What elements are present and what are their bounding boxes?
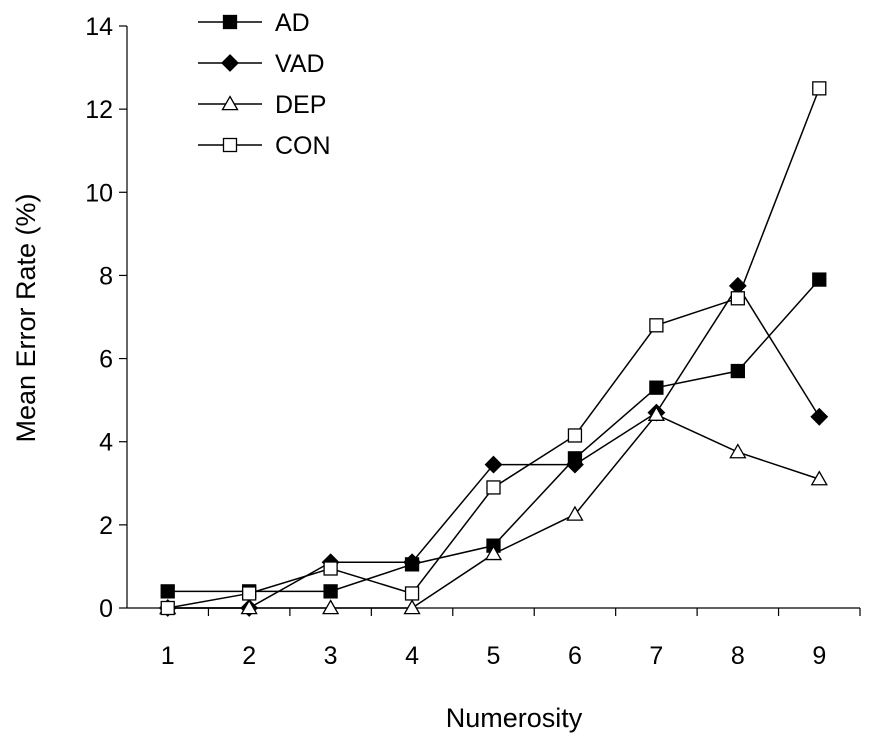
data-point-vad <box>810 407 829 426</box>
data-point-ad <box>323 584 338 599</box>
data-point-ad <box>160 584 175 599</box>
y-ticks: 0 2 4 6 8 10 12 14 <box>85 13 127 623</box>
data-point-vad <box>566 455 584 474</box>
series-con <box>160 81 827 616</box>
legend-marker <box>222 137 238 153</box>
legend-item-ad: AD <box>198 9 310 37</box>
x-tick-label: 6 <box>568 642 582 670</box>
x-axis-title: Numerosity <box>446 703 583 733</box>
data-point-ad <box>812 272 827 287</box>
y-tick-label: 2 <box>99 512 113 540</box>
series-layer <box>158 81 829 617</box>
x-tick-label: 8 <box>731 642 745 670</box>
y-tick-label: 8 <box>99 262 113 290</box>
y-tick-label: 10 <box>85 179 113 207</box>
legend-marker <box>222 14 238 30</box>
data-point-con <box>404 586 420 601</box>
x-tick-label: 9 <box>812 642 826 670</box>
legend-marker <box>221 54 239 72</box>
x-axis: 1 2 3 4 5 6 7 8 9 <box>127 607 861 670</box>
data-point-vad <box>484 455 503 474</box>
legend-item-vad: VAD <box>198 50 325 78</box>
data-point-con <box>242 586 257 601</box>
data-point-ad <box>730 363 745 379</box>
data-point-dep <box>647 405 666 421</box>
series-line-dep <box>167 413 820 609</box>
y-tick-label: 14 <box>85 13 113 41</box>
series-line-con <box>167 88 820 609</box>
data-point-con <box>649 318 664 333</box>
legend-label: VAD <box>275 50 325 78</box>
data-point-con <box>323 561 338 576</box>
legend-label: CON <box>275 132 331 160</box>
data-point-vad <box>403 553 421 572</box>
y-tick-label: 4 <box>99 429 113 457</box>
y-axis: 0 2 4 6 8 10 12 14 <box>85 13 128 623</box>
data-point-dep <box>566 505 584 521</box>
data-point-con <box>567 428 583 443</box>
y-tick-label: 0 <box>99 595 113 623</box>
y-tick-label: 6 <box>99 346 113 374</box>
legend-label: AD <box>275 9 310 37</box>
data-point-dep <box>729 443 747 459</box>
data-point-ad <box>649 380 664 395</box>
legend-item-con: CON <box>198 132 331 160</box>
x-ticks: 1 2 3 4 5 6 7 8 9 <box>161 608 861 670</box>
data-point-con <box>160 600 175 616</box>
legend: AD VAD DEP CON <box>198 9 331 160</box>
data-point-dep <box>240 599 258 615</box>
legend-item-dep: DEP <box>198 91 326 119</box>
data-point-con <box>486 480 501 495</box>
x-tick-label: 5 <box>487 642 501 670</box>
series-dep <box>159 405 828 615</box>
legend-label: DEP <box>275 91 326 119</box>
data-point-con <box>730 291 745 306</box>
data-point-con <box>812 81 827 96</box>
x-tick-label: 1 <box>161 642 175 670</box>
y-axis-title: Mean Error Rate (%) <box>11 193 41 442</box>
data-point-dep <box>484 545 503 561</box>
data-point-dep <box>810 470 828 486</box>
x-tick-label: 2 <box>242 642 256 670</box>
x-tick-label: 4 <box>405 642 419 670</box>
legend-marker <box>221 95 239 111</box>
data-point-dep <box>321 599 340 615</box>
x-tick-label: 7 <box>649 642 663 670</box>
data-point-dep <box>403 599 421 615</box>
x-tick-label: 3 <box>324 642 338 670</box>
y-tick-label: 12 <box>85 96 113 124</box>
